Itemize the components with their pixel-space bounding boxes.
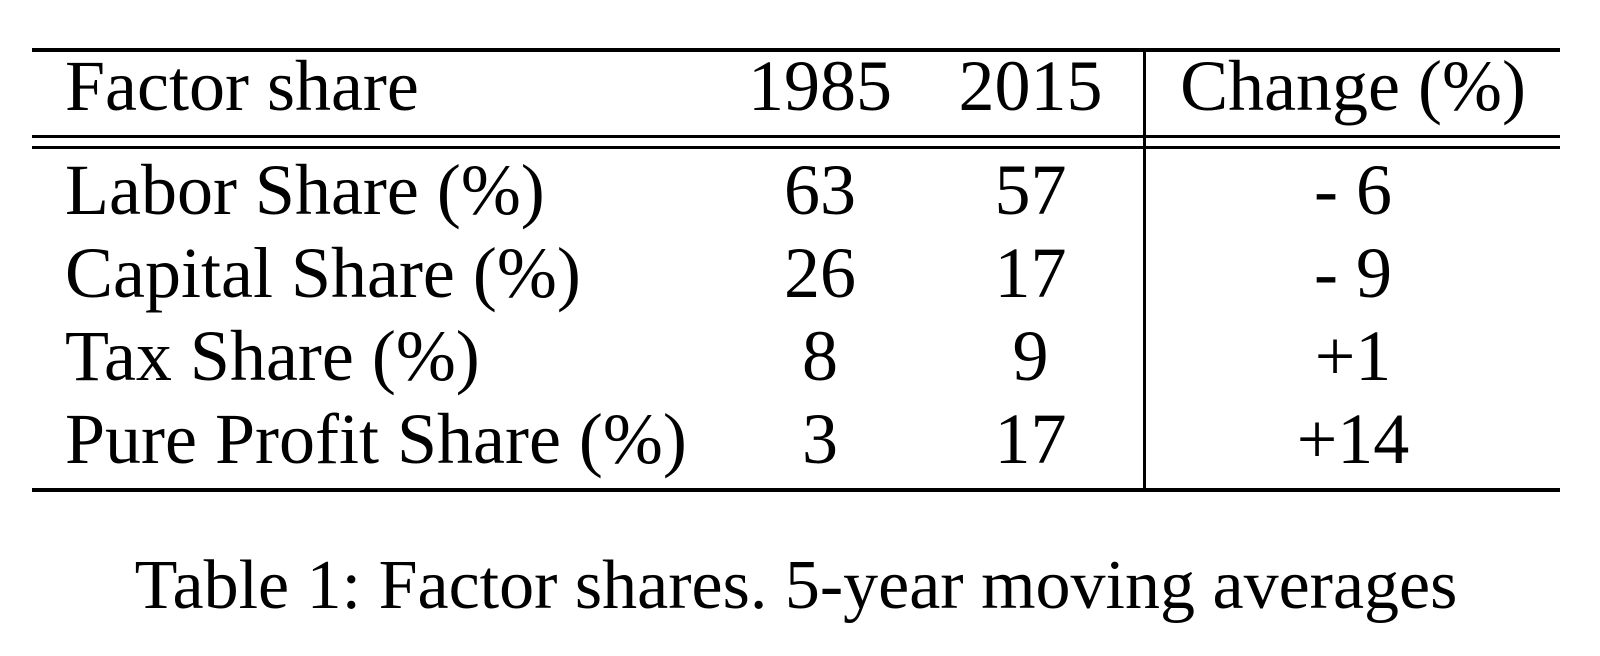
value-change: +1 <box>1314 316 1392 396</box>
value-2015: 57 <box>994 150 1067 230</box>
factor-shares-table: Factor share 1985 2015 Change (%) Labor … <box>32 46 1560 492</box>
row-label: Pure Profit Share (%) <box>65 399 687 479</box>
table-row-capital-share: Capital Share (%) 26 17 - 9 <box>32 232 1560 315</box>
value-change: +14 <box>1296 399 1410 479</box>
value-2015: 9 <box>1012 316 1049 396</box>
table-caption: Table 1: Factor shares. 5-year moving av… <box>134 547 1458 624</box>
value-2015: 17 <box>994 233 1067 313</box>
table-header-row: Factor share 1985 2015 Change (%) <box>32 46 1560 135</box>
table-bottom-spacer <box>32 481 1560 488</box>
value-1985: 8 <box>802 316 838 396</box>
header-1985: 1985 <box>748 46 892 126</box>
table-row-labor-share: Labor Share (%) 63 57 - 6 <box>32 149 1560 232</box>
table-row-tax-share: Tax Share (%) 8 9 +1 <box>32 315 1560 398</box>
table-top-rule <box>32 48 1560 52</box>
value-change: - 9 <box>1314 233 1392 313</box>
table-row-pure-profit-share: Pure Profit Share (%) 3 17 +14 <box>32 398 1560 481</box>
row-label: Tax Share (%) <box>65 316 480 396</box>
header-factor-share: Factor share <box>65 46 419 126</box>
table-bottom-rule <box>32 488 1560 492</box>
row-label: Labor Share (%) <box>65 150 545 230</box>
value-change: - 6 <box>1314 150 1392 230</box>
table-double-rule <box>32 135 1560 149</box>
change-column-divider <box>1143 48 1146 492</box>
row-label: Capital Share (%) <box>65 233 581 313</box>
header-2015: 2015 <box>958 46 1103 126</box>
header-change: Change (%) <box>1180 46 1526 126</box>
value-1985: 63 <box>784 150 856 230</box>
value-1985: 26 <box>784 233 856 313</box>
value-1985: 3 <box>802 399 838 479</box>
value-2015: 17 <box>994 399 1067 479</box>
